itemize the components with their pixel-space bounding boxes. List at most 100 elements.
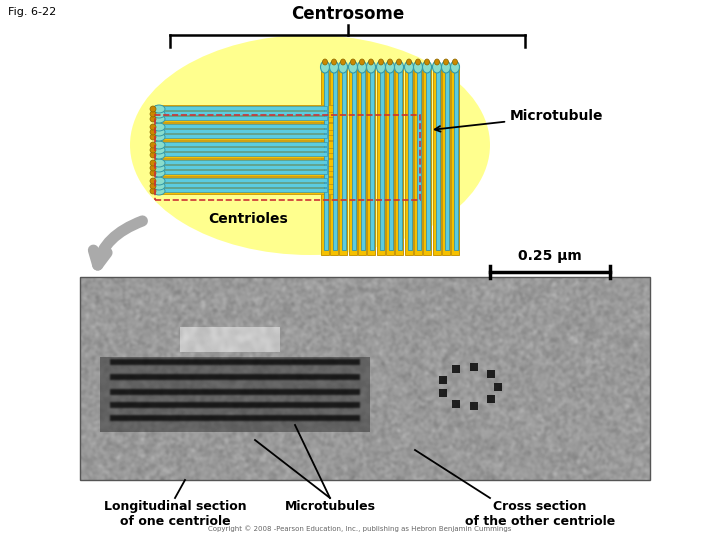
Bar: [386, 65, 394, 255]
Bar: [155, 169, 335, 176]
Text: Centrosome: Centrosome: [291, 5, 404, 23]
Bar: [155, 146, 335, 153]
Ellipse shape: [150, 147, 156, 153]
Bar: [436, 70, 440, 250]
Ellipse shape: [150, 134, 156, 140]
Text: Centrioles: Centrioles: [208, 212, 288, 226]
Ellipse shape: [341, 59, 346, 65]
Ellipse shape: [385, 61, 395, 73]
Ellipse shape: [330, 61, 338, 73]
Bar: [155, 105, 335, 112]
Ellipse shape: [150, 111, 156, 117]
Ellipse shape: [153, 141, 165, 149]
Ellipse shape: [358, 61, 366, 73]
Bar: [155, 177, 335, 184]
Ellipse shape: [444, 59, 449, 65]
Bar: [361, 70, 365, 250]
Bar: [367, 65, 375, 255]
Bar: [155, 128, 335, 135]
Ellipse shape: [433, 61, 441, 73]
Bar: [163, 188, 327, 192]
Ellipse shape: [153, 128, 165, 136]
Ellipse shape: [153, 115, 165, 123]
Bar: [155, 110, 335, 117]
Ellipse shape: [153, 159, 165, 167]
Bar: [163, 124, 327, 128]
Text: Microtubules: Microtubules: [284, 500, 376, 513]
Text: Cross section
of the other centriole: Cross section of the other centriole: [465, 500, 615, 528]
Bar: [155, 115, 420, 200]
Ellipse shape: [150, 129, 156, 135]
Ellipse shape: [150, 178, 156, 184]
Bar: [339, 65, 347, 255]
Ellipse shape: [395, 61, 403, 73]
Bar: [155, 123, 335, 130]
Ellipse shape: [153, 146, 165, 154]
Ellipse shape: [153, 123, 165, 131]
Bar: [426, 70, 430, 250]
Ellipse shape: [331, 59, 336, 65]
Bar: [417, 70, 421, 250]
Ellipse shape: [153, 187, 165, 195]
Bar: [349, 65, 357, 255]
Bar: [163, 116, 327, 120]
Text: Fig. 6-22: Fig. 6-22: [8, 7, 56, 17]
Ellipse shape: [150, 170, 156, 176]
Ellipse shape: [153, 105, 165, 113]
Bar: [163, 106, 327, 110]
Bar: [163, 152, 327, 156]
Bar: [163, 129, 327, 133]
Bar: [408, 70, 412, 250]
Bar: [163, 111, 327, 115]
Bar: [163, 142, 327, 146]
Ellipse shape: [425, 59, 430, 65]
Bar: [80, 277, 650, 480]
Ellipse shape: [377, 61, 385, 73]
Bar: [389, 70, 393, 250]
Bar: [155, 187, 335, 194]
Ellipse shape: [434, 59, 439, 65]
Ellipse shape: [387, 59, 392, 65]
Ellipse shape: [150, 152, 156, 158]
Bar: [414, 65, 422, 255]
Ellipse shape: [441, 61, 451, 73]
Ellipse shape: [153, 151, 165, 159]
Ellipse shape: [150, 116, 156, 122]
Bar: [380, 70, 384, 250]
Bar: [398, 70, 402, 250]
Ellipse shape: [348, 61, 358, 73]
Bar: [352, 70, 356, 250]
Bar: [358, 65, 366, 255]
Ellipse shape: [320, 61, 330, 73]
Text: Copyright © 2008 -Pearson Education, Inc., publishing as Hebron Benjamin Cumming: Copyright © 2008 -Pearson Education, Inc…: [208, 525, 512, 532]
Ellipse shape: [153, 177, 165, 185]
Bar: [155, 151, 335, 158]
Bar: [370, 70, 374, 250]
Ellipse shape: [359, 59, 364, 65]
Ellipse shape: [153, 164, 165, 172]
Bar: [163, 134, 327, 138]
Bar: [155, 115, 335, 122]
Bar: [433, 65, 441, 255]
Ellipse shape: [150, 183, 156, 189]
Bar: [321, 65, 329, 255]
Ellipse shape: [150, 160, 156, 166]
Ellipse shape: [150, 142, 156, 148]
Ellipse shape: [150, 124, 156, 130]
Ellipse shape: [351, 59, 356, 65]
Bar: [445, 70, 449, 250]
Bar: [442, 65, 450, 255]
Bar: [330, 65, 338, 255]
Bar: [163, 170, 327, 174]
Ellipse shape: [130, 35, 490, 255]
Ellipse shape: [150, 165, 156, 171]
Text: Longitudinal section
of one centriole: Longitudinal section of one centriole: [104, 500, 246, 528]
Bar: [155, 141, 335, 148]
Bar: [163, 147, 327, 151]
Bar: [342, 70, 346, 250]
Ellipse shape: [452, 59, 457, 65]
Ellipse shape: [153, 182, 165, 190]
Bar: [451, 65, 459, 255]
Ellipse shape: [451, 61, 459, 73]
Bar: [163, 183, 327, 187]
